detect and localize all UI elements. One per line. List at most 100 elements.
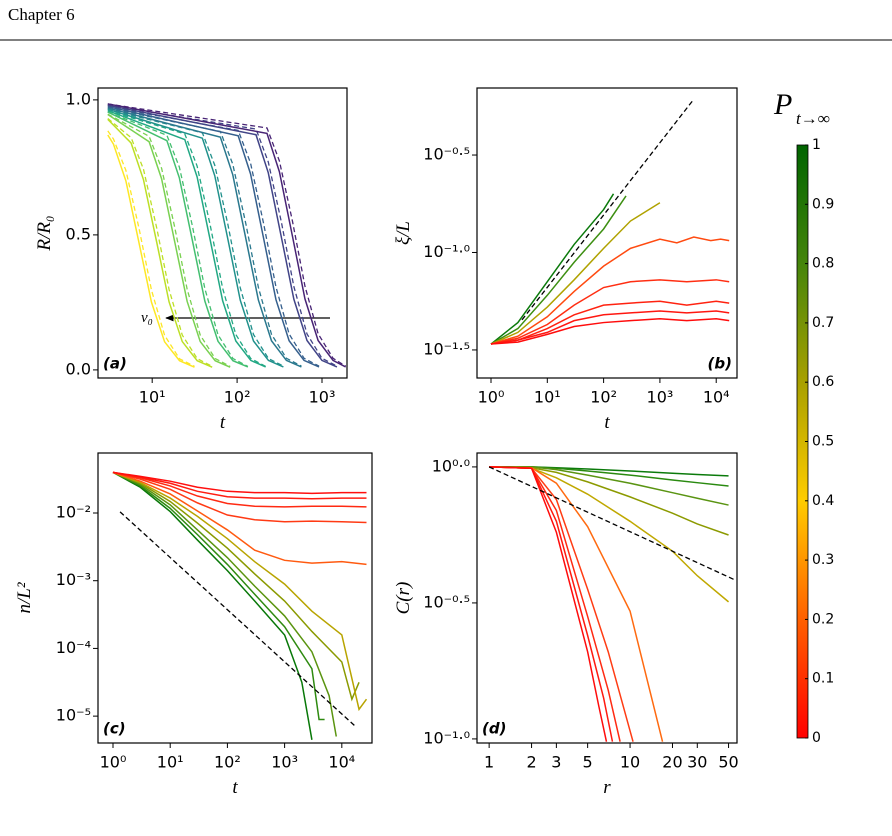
x-tick-label: 10⁴ bbox=[328, 753, 355, 772]
data-line bbox=[490, 300, 730, 345]
colorbar-tick-label: 0.6 bbox=[812, 374, 834, 390]
dashed-line bbox=[488, 466, 735, 581]
data-line bbox=[490, 318, 730, 345]
data-line bbox=[107, 109, 266, 368]
y-axis-label: ξ/L bbox=[393, 221, 414, 245]
x-tick-label: 5 bbox=[583, 753, 593, 772]
data-line bbox=[107, 113, 231, 368]
plot-area bbox=[488, 466, 735, 742]
colorbar-tick-label: 0.9 bbox=[812, 196, 834, 212]
dashed-line bbox=[107, 130, 195, 367]
data-line bbox=[112, 471, 367, 566]
data-line bbox=[112, 471, 338, 737]
dashed-line bbox=[107, 108, 284, 367]
y-tick-label: 10⁻⁵ bbox=[56, 706, 91, 725]
data-line bbox=[112, 471, 368, 712]
panel-label: (c) bbox=[103, 720, 126, 738]
x-tick-label: 10³ bbox=[647, 388, 674, 407]
y-tick-label: 10⁻¹·⁰ bbox=[423, 728, 470, 747]
annotation: v₀ bbox=[141, 310, 153, 326]
dashed-line bbox=[107, 118, 213, 367]
data-line bbox=[107, 111, 249, 368]
data-line bbox=[489, 466, 608, 742]
data-line bbox=[112, 471, 313, 740]
colorbar-tick-label: 0.3 bbox=[812, 552, 834, 568]
colorbar-tick-label: 0.4 bbox=[812, 493, 834, 509]
data-line bbox=[112, 471, 367, 500]
x-tick-label: 10³ bbox=[309, 388, 336, 407]
x-tick-label: 30 bbox=[687, 753, 707, 772]
dashed-line bbox=[107, 107, 302, 367]
dashed-line bbox=[107, 113, 231, 367]
dashed-line bbox=[107, 103, 347, 367]
axes-frame bbox=[97, 87, 348, 379]
y-tick-label: 10⁰·⁰ bbox=[432, 456, 470, 475]
x-tick-label: 10 bbox=[620, 753, 640, 772]
x-tick-label: 10¹ bbox=[534, 388, 561, 407]
chapter-header: Chapter 6 bbox=[8, 5, 75, 24]
data-line bbox=[107, 118, 213, 368]
x-tick-label: 10² bbox=[214, 753, 241, 772]
data-line bbox=[107, 104, 338, 368]
y-tick-label: 10⁻² bbox=[56, 502, 91, 521]
x-tick-label: 50 bbox=[718, 753, 738, 772]
panel-label: (b) bbox=[708, 355, 732, 373]
plot-area bbox=[490, 99, 730, 345]
x-axis-label: t bbox=[604, 412, 610, 433]
data-line bbox=[112, 471, 367, 508]
x-tick-label: 1 bbox=[484, 753, 494, 772]
data-line bbox=[107, 134, 195, 368]
data-line bbox=[112, 471, 367, 524]
data-line bbox=[489, 466, 634, 742]
dashed-line bbox=[107, 105, 320, 367]
x-tick-label: 10⁰ bbox=[100, 753, 127, 772]
data-line bbox=[490, 310, 730, 345]
y-tick-label: 10⁻³ bbox=[56, 570, 91, 589]
data-line bbox=[489, 466, 621, 742]
x-tick-label: 10³ bbox=[271, 753, 298, 772]
axes-frame bbox=[97, 452, 373, 744]
axes-frame bbox=[476, 452, 738, 744]
data-line bbox=[489, 466, 614, 742]
x-axis-label: r bbox=[603, 777, 611, 798]
x-axis-label: t bbox=[220, 412, 226, 433]
x-tick-label: 10⁴ bbox=[703, 388, 730, 407]
y-tick-label: 10⁻¹·⁰ bbox=[423, 242, 470, 261]
data-line bbox=[107, 108, 284, 368]
y-axis-label: n/L² bbox=[14, 582, 35, 613]
y-tick-label: 10⁻⁰·⁵ bbox=[423, 592, 470, 611]
data-line bbox=[112, 471, 360, 702]
x-tick-label: 10¹ bbox=[157, 753, 184, 772]
panel-label: (a) bbox=[103, 355, 127, 373]
x-tick-label: 10¹ bbox=[139, 388, 166, 407]
x-tick-label: 10⁰ bbox=[478, 388, 505, 407]
data-line bbox=[489, 466, 730, 603]
data-line bbox=[490, 195, 627, 345]
y-axis-label: R/R₀ bbox=[34, 215, 55, 251]
colorbar-tick-label: 0.2 bbox=[812, 611, 834, 627]
colorbar-title: P bbox=[773, 88, 792, 121]
y-tick-label: 0.0 bbox=[66, 359, 91, 378]
colorbar-tick-label: 0.8 bbox=[812, 256, 834, 272]
dashed-line bbox=[521, 99, 694, 321]
data-line bbox=[112, 471, 367, 495]
colorbar-title-subscript: t→∞ bbox=[796, 109, 830, 128]
dashed-line bbox=[119, 511, 357, 728]
y-tick-label: 10⁻⁴ bbox=[56, 638, 91, 657]
x-axis-label: t bbox=[232, 777, 238, 798]
data-line bbox=[490, 193, 615, 345]
data-line bbox=[489, 466, 729, 506]
data-line bbox=[490, 279, 730, 345]
axes-frame bbox=[476, 87, 738, 379]
data-line bbox=[107, 107, 302, 368]
data-line bbox=[112, 471, 325, 721]
y-axis-label: C(r) bbox=[393, 582, 414, 615]
x-tick-label: 10² bbox=[224, 388, 251, 407]
x-tick-label: 3 bbox=[551, 753, 561, 772]
colorbar-tick-label: 1 bbox=[812, 137, 821, 153]
colorbar-tick-label: 0.5 bbox=[812, 434, 834, 450]
y-tick-label: 10⁻¹·⁵ bbox=[423, 339, 470, 358]
x-tick-label: 10² bbox=[590, 388, 617, 407]
colorbar-tick-label: 0.1 bbox=[812, 671, 834, 687]
data-line bbox=[489, 466, 729, 536]
